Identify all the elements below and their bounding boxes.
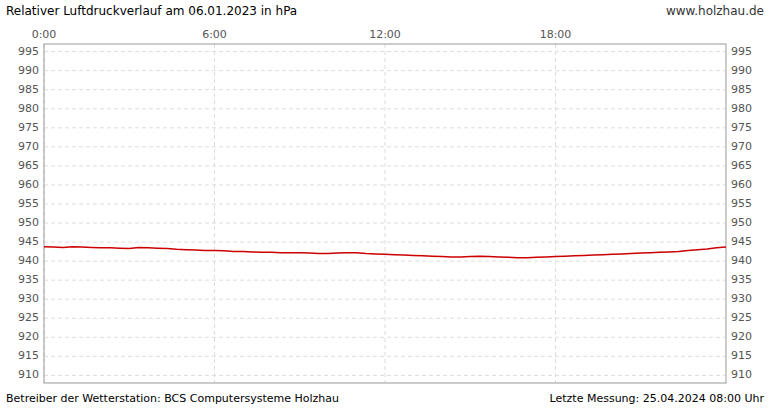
annotation: www.holzhau.de	[666, 4, 764, 18]
grid-line	[214, 44, 215, 383]
tick-label: 985	[18, 83, 39, 96]
tick-label: 985	[731, 83, 752, 96]
grid-line	[555, 44, 556, 383]
tick-label: 930	[731, 292, 752, 305]
tick-label: 970	[18, 140, 39, 153]
tick-label: 18:00	[540, 28, 572, 41]
axes: 910 910 915 915 920 920 925 925 930 930 935 935 940 9…	[18, 28, 752, 383]
tick-label: 930	[18, 292, 39, 305]
tick-label: 910	[731, 368, 752, 381]
tick-label: 945	[731, 235, 752, 248]
tick-label: 955	[731, 197, 752, 210]
tick-label: 915	[731, 349, 752, 362]
tick-label: 6:00	[202, 28, 227, 41]
tick-label: 995	[731, 45, 752, 58]
tick-label: 910	[18, 368, 39, 381]
tick-label: 935	[731, 273, 752, 286]
tick-label: 975	[731, 121, 752, 134]
tick-label: 920	[731, 330, 752, 343]
plot-area	[44, 247, 726, 258]
pressure-line	[44, 247, 726, 258]
tick-label: 980	[18, 102, 39, 115]
tick-label: 995	[18, 45, 39, 58]
footer: Betreiber der Wetterstation: BCS Compute…	[6, 392, 339, 405]
tick-label: 975	[18, 121, 39, 134]
grid-line	[44, 203, 726, 204]
tick-label: 965	[731, 159, 752, 172]
tick-label: 0:00	[32, 28, 57, 41]
tick-label: 940	[18, 254, 39, 267]
chart: 910 910 915 915 920 920 925 925 930 930 935 935 940 9…	[0, 0, 770, 409]
tick-label: 945	[18, 235, 39, 248]
grid-line	[44, 146, 726, 147]
tick-label: 990	[731, 64, 752, 77]
tick-label: 950	[18, 216, 39, 229]
tick-label: 965	[18, 159, 39, 172]
tick-label: 955	[18, 197, 39, 210]
title: Relativer Luftdruckverlauf am 06.01.2023…	[6, 4, 297, 18]
tick-label: 970	[731, 140, 752, 153]
plot-frame	[44, 44, 726, 383]
tick-label: 935	[18, 273, 39, 286]
grid-line	[385, 44, 386, 383]
grid-line	[44, 337, 726, 338]
tick-label: 925	[18, 311, 39, 324]
grid-line	[44, 70, 726, 71]
footer: Letzte Messung: 25.04.2024 08:00 Uhr	[550, 392, 765, 405]
tick-label: 990	[18, 64, 39, 77]
tick-label: 960	[731, 178, 752, 191]
tick-label: 925	[731, 311, 752, 324]
grid-line	[44, 280, 726, 281]
tick-label: 920	[18, 330, 39, 343]
tick-label: 950	[731, 216, 752, 229]
grid	[44, 44, 726, 383]
tick-label: 960	[18, 178, 39, 191]
tick-label: 915	[18, 349, 39, 362]
tick-label: 12:00	[369, 28, 401, 41]
tick-label: 980	[731, 102, 752, 115]
tick-label: 940	[731, 254, 752, 267]
